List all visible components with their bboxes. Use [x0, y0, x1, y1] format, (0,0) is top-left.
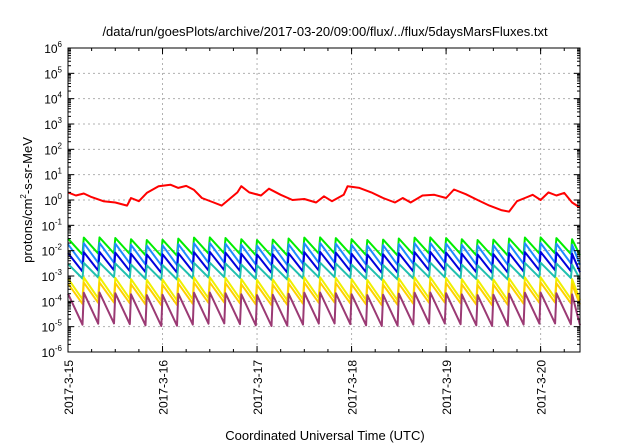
series-line-4	[67, 250, 581, 274]
series-line-6	[67, 276, 581, 302]
y-axis-label: protons/cm2-s-sr-MeV	[19, 137, 35, 263]
chart-title: /data/run/goesPlots/archive/2017-03-20/0…	[102, 24, 548, 39]
y-tick-label: 100	[44, 192, 62, 208]
y-tick-label: 104	[44, 91, 62, 107]
series-line-7	[67, 281, 581, 307]
x-axis-label: Coordinated Universal Time (UTC)	[225, 428, 424, 443]
x-tick-label: 2017-3-17	[251, 360, 265, 415]
y-tick-label: 10-6	[42, 344, 63, 360]
x-tick-label: 2017-3-16	[157, 360, 171, 415]
y-tick-label: 105	[44, 65, 62, 81]
series-line-5	[67, 261, 581, 281]
y-tick-label: 103	[44, 116, 62, 132]
y-tick-label: 106	[44, 40, 62, 56]
y-tick-label: 10-3	[42, 268, 63, 284]
x-tick-label: 2017-3-15	[62, 360, 76, 415]
series-line-3	[67, 242, 581, 267]
y-tick-label: 10-4	[42, 293, 63, 309]
series-group	[67, 183, 581, 327]
y-tick-label: 10-2	[42, 243, 63, 259]
series-line-1	[67, 183, 581, 213]
x-tick-label: 2017-3-20	[535, 360, 549, 415]
y-tick-labels: 10-6 10-5 10-4 10-3 10-2 10-1 100 101 102 103 104 1…	[42, 40, 63, 360]
y-tick-label: 102	[44, 141, 62, 157]
series-line-8	[67, 291, 581, 327]
tick-marks	[67, 47, 580, 353]
x-tick-label: 2017-3-19	[440, 360, 454, 415]
grid	[67, 48, 580, 352]
x-tick-labels: 2017-3-15 2017-3-16 2017-3-17 2017-3-18 2017…	[62, 360, 549, 415]
y-tick-label: 101	[44, 167, 62, 183]
x-tick-label: 2017-3-18	[346, 360, 360, 415]
y-tick-label: 10-1	[42, 217, 63, 233]
series-line-2	[67, 236, 581, 257]
y-tick-label: 10-5	[42, 319, 63, 335]
